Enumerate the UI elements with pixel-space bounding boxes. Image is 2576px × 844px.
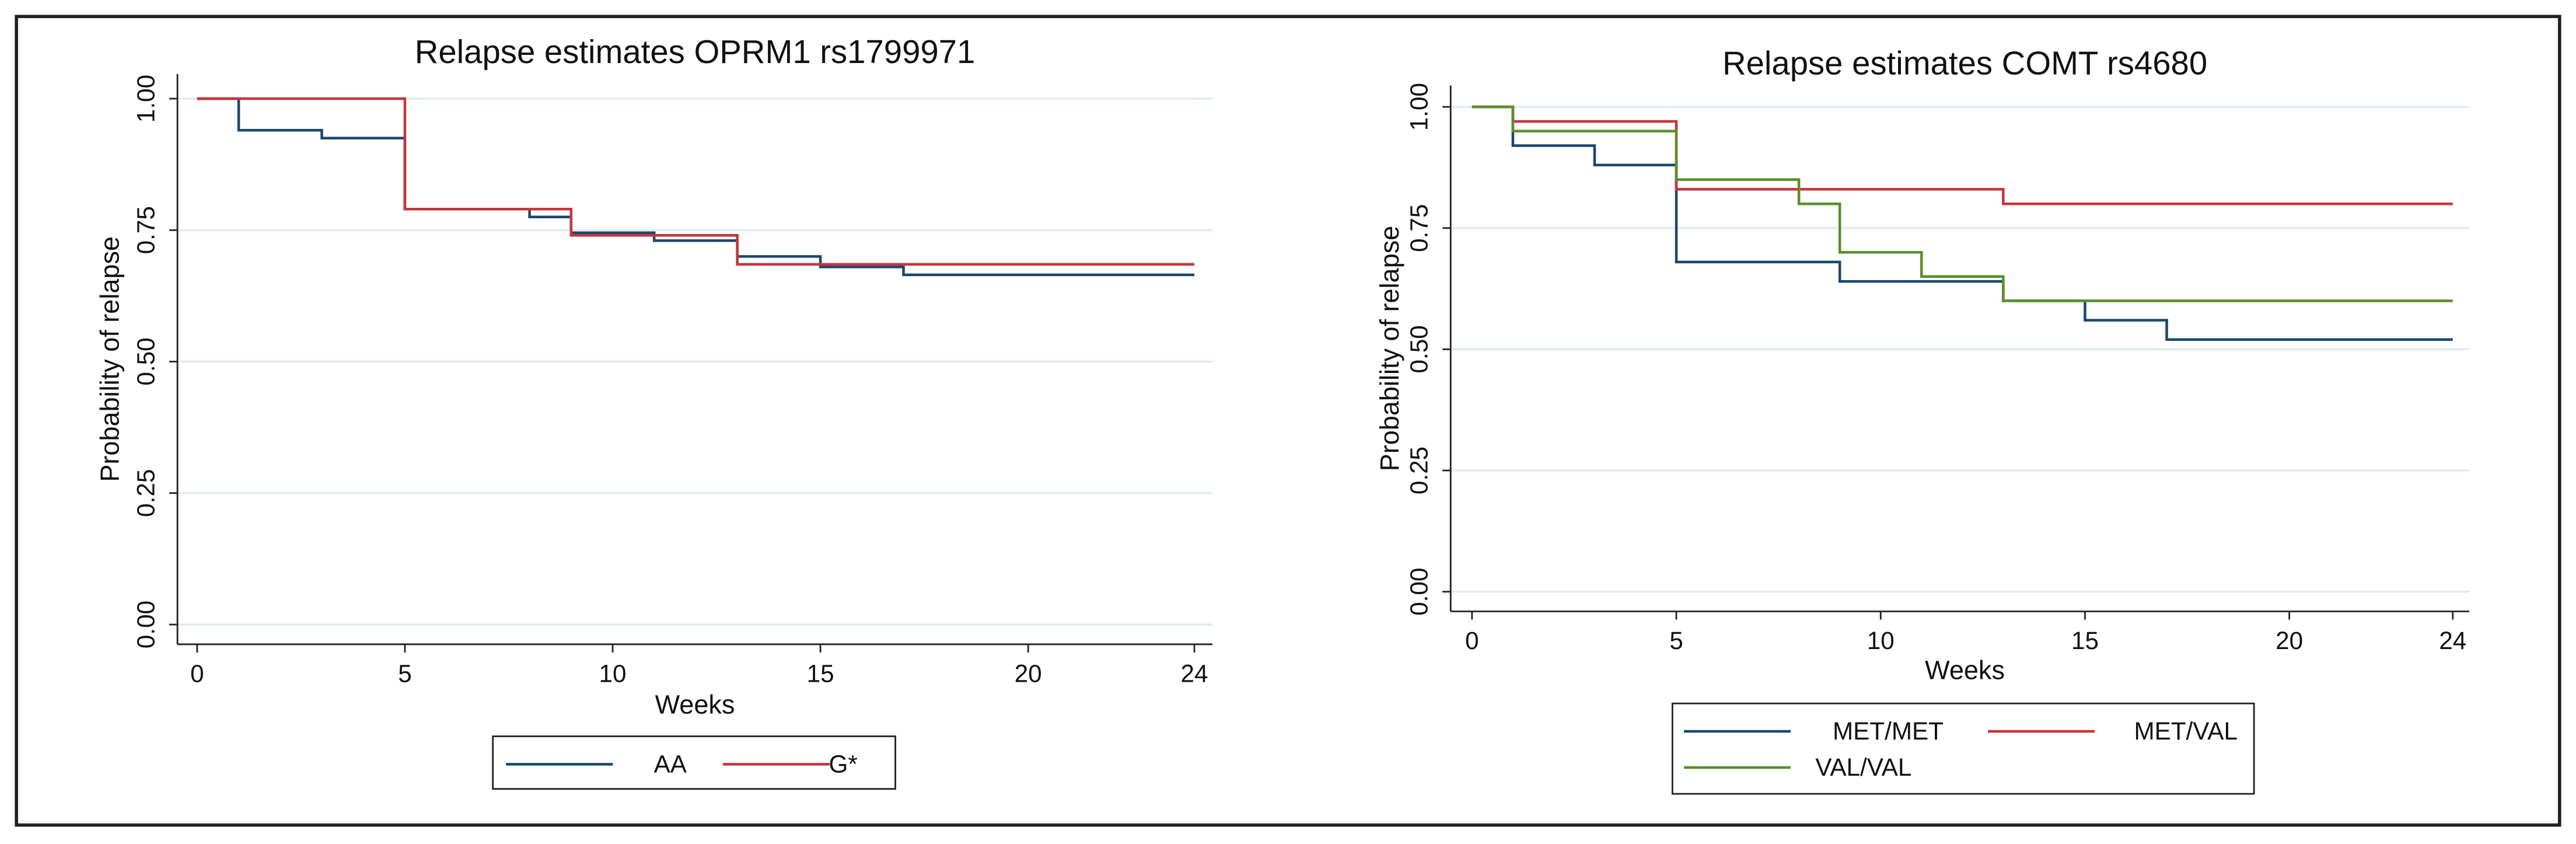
y-tick-label: 0.50 <box>132 337 160 385</box>
figure-border <box>15 15 2561 827</box>
legend-label: VAL/VAL <box>1815 754 1911 781</box>
x-tick-label: 10 <box>599 660 627 687</box>
x-tick-label: 24 <box>1181 660 1208 687</box>
y-tick-label: 0.75 <box>132 206 160 254</box>
survival-line <box>1471 105 2453 341</box>
y-tick-label: 0.25 <box>1406 447 1433 494</box>
legend-box <box>1671 702 2255 795</box>
y-axis-label: Probability of relapse <box>95 236 124 482</box>
y-tick-label: 0.00 <box>132 601 160 648</box>
y-axis-label: Probability of relapse <box>1375 226 1404 472</box>
y-tick-label: 0.00 <box>1406 568 1433 616</box>
x-axis-label: Weeks <box>1925 655 2005 685</box>
legend-label: MET/MET <box>1833 717 1944 745</box>
y-tick-label: 1.00 <box>1406 83 1433 131</box>
x-tick-label: 0 <box>190 660 204 687</box>
legend-label: MET/VAL <box>2134 717 2238 745</box>
x-tick-label: 15 <box>2071 627 2099 654</box>
x-tick-label: 10 <box>1867 627 1895 654</box>
x-axis-label: Weeks <box>655 690 735 720</box>
survival-line <box>1471 105 2453 302</box>
x-tick-label: 0 <box>1465 627 1479 654</box>
x-tick-label: 15 <box>807 660 834 687</box>
y-tick-label: 0.25 <box>132 469 160 517</box>
legend-box <box>492 735 896 790</box>
y-tick-label: 0.75 <box>1406 204 1433 252</box>
x-tick-label: 20 <box>2276 627 2303 654</box>
y-tick-label: 1.00 <box>132 75 160 123</box>
chart-title: Relapse estimates COMT rs4680 <box>1722 45 2207 82</box>
x-tick-label: 24 <box>2439 627 2466 654</box>
survival-line <box>197 97 1195 266</box>
legend-label: AA <box>654 750 687 777</box>
legend-label: G* <box>829 750 858 777</box>
chart-title: Relapse estimates OPRM1 rs1799971 <box>415 33 976 70</box>
y-tick-label: 0.50 <box>1406 325 1433 373</box>
x-tick-label: 20 <box>1015 660 1042 687</box>
x-tick-label: 5 <box>1669 627 1683 654</box>
x-tick-label: 5 <box>398 660 411 687</box>
